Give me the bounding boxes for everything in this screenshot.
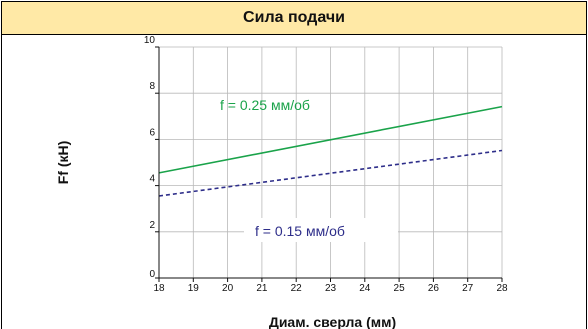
x-tick-label: 27 bbox=[462, 283, 474, 294]
x-tick-label: 25 bbox=[394, 283, 406, 294]
y-tick-label: 10 bbox=[144, 35, 156, 46]
y-tick-label: 4 bbox=[149, 174, 155, 185]
x-tick-label: 28 bbox=[496, 283, 508, 294]
series-layer bbox=[158, 105, 503, 197]
panel-title: Сила подачи bbox=[1, 1, 587, 35]
series-label-f015: f = 0.15 мм/об bbox=[255, 223, 345, 239]
x-tick-label: 20 bbox=[222, 283, 234, 294]
x-tick-label: 18 bbox=[153, 283, 165, 294]
panel-left-border bbox=[1, 34, 2, 329]
series-line-f015 bbox=[158, 149, 503, 197]
series-label-f015-bg bbox=[244, 218, 398, 242]
x-tick-label: 26 bbox=[428, 283, 440, 294]
y-axis-title: Ff (кН) bbox=[55, 141, 71, 185]
series-line-f025 bbox=[158, 105, 503, 174]
x-axis-title: Диам. сверла (мм) bbox=[269, 314, 396, 329]
x-tick-label: 19 bbox=[188, 283, 200, 294]
y-tick-label: 0 bbox=[149, 269, 155, 280]
y-tick-label: 2 bbox=[149, 220, 155, 231]
x-tick-label: 22 bbox=[291, 283, 303, 294]
label-layer: Ff (кН) Диам. сверла (мм) f = 0.25 мм/об f … bbox=[55, 97, 398, 329]
x-tick-label: 24 bbox=[359, 283, 371, 294]
y-tick-label: 8 bbox=[149, 81, 155, 92]
x-tick-label: 21 bbox=[256, 283, 268, 294]
x-tick-label: 23 bbox=[325, 283, 337, 294]
panel-right-border bbox=[586, 34, 587, 329]
y-tick-label: 6 bbox=[149, 127, 155, 138]
series-label-f025: f = 0.25 мм/об bbox=[220, 97, 310, 113]
